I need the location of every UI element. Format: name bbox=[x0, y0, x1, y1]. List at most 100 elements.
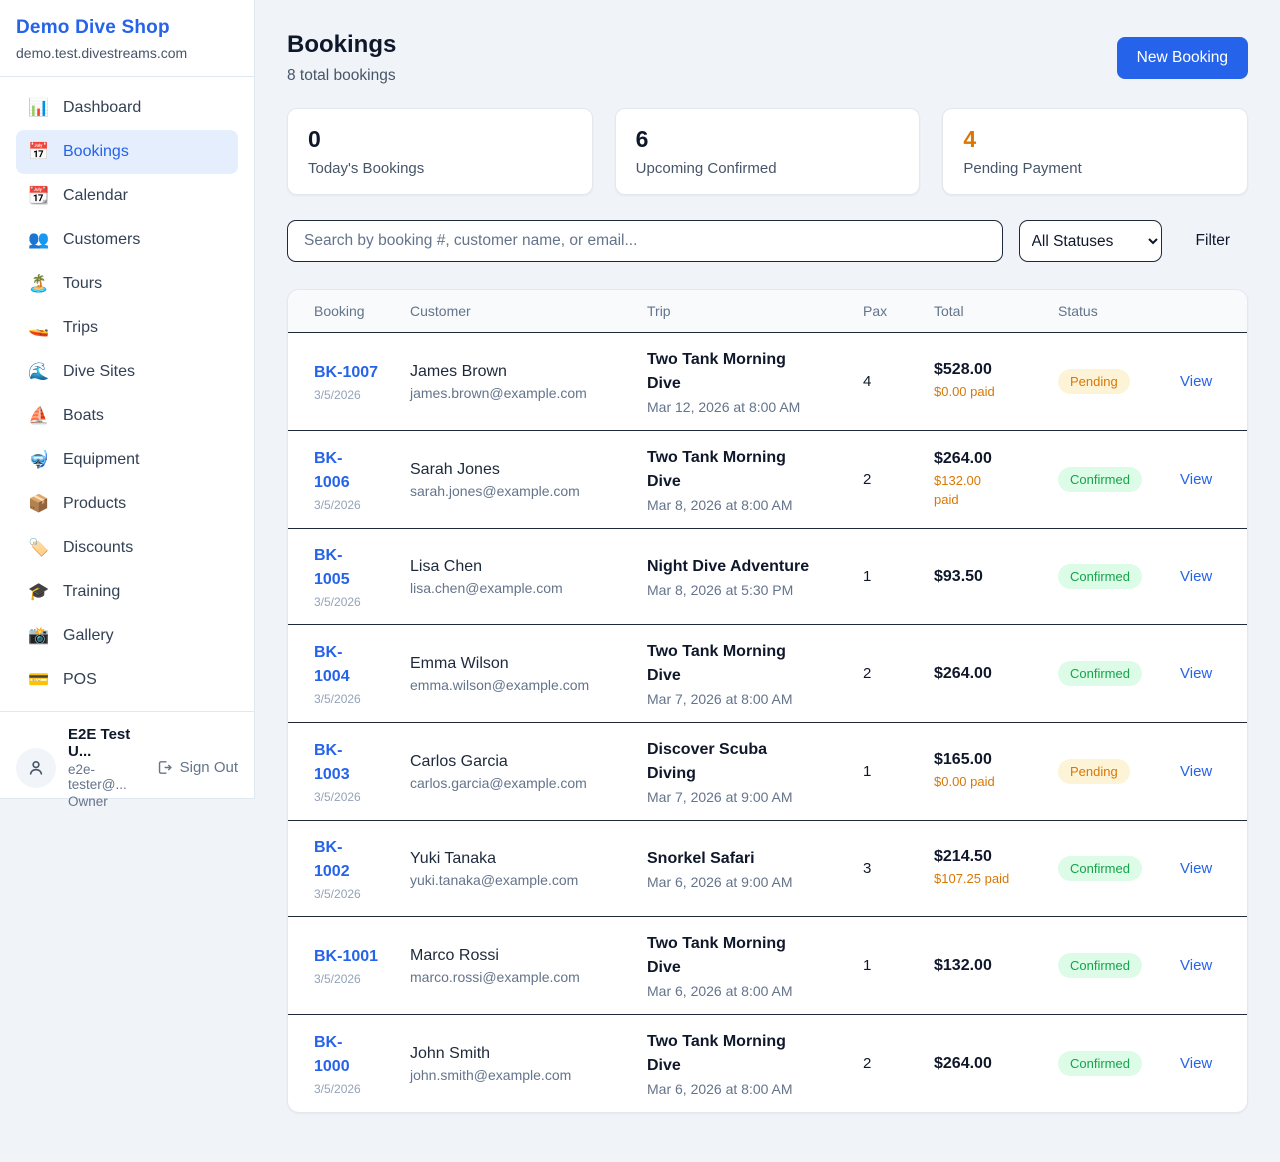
trip-name: Discover Scuba Diving bbox=[647, 741, 768, 782]
customer-email: john.smith@example.com bbox=[410, 1066, 572, 1083]
view-link[interactable]: View bbox=[1180, 859, 1213, 877]
customer-name: Sarah Jones bbox=[410, 460, 500, 478]
sidebar-item-dashboard[interactable]: 📊 Dashboard bbox=[16, 86, 238, 130]
table-row: BK- 1000 3/5/2026 John Smith john.smith@… bbox=[288, 1014, 1247, 1112]
view-link[interactable]: View bbox=[1180, 470, 1213, 488]
trip-name: Two Tank Morning Dive bbox=[647, 935, 786, 976]
bookings-table: Booking Customer Trip Pax Total Status B… bbox=[288, 290, 1247, 1112]
sidebar-item-label: Bookings bbox=[63, 143, 129, 160]
person-icon bbox=[29, 760, 43, 775]
graduation-cap-icon: 🎓 bbox=[28, 582, 50, 601]
trip-name: Snorkel Safari bbox=[647, 850, 755, 867]
trip-name: Two Tank Morning Dive bbox=[647, 1033, 786, 1074]
stat-upcoming-confirmed: 6 Upcoming Confirmed bbox=[614, 108, 921, 195]
booking-number-link[interactable]: BK- 1006 bbox=[314, 450, 350, 491]
sidebar-item-discounts[interactable]: 🏷️ Discounts bbox=[16, 526, 238, 570]
booking-number-link[interactable]: BK-1007 bbox=[314, 364, 379, 381]
booking-number-link[interactable]: BK-1001 bbox=[314, 948, 379, 965]
people-icon: 👥 bbox=[28, 230, 50, 249]
col-total: Total bbox=[922, 290, 1046, 333]
trip-datetime: Mar 12, 2026 at 8:00 AM bbox=[647, 399, 801, 415]
table-row: BK- 1004 3/5/2026 Emma Wilson emma.wilso… bbox=[288, 624, 1247, 723]
booking-created-date: 3/5/2026 bbox=[314, 887, 361, 901]
pax-count: 1 bbox=[863, 567, 872, 585]
credit-card-icon: 💳 bbox=[28, 670, 50, 689]
table-row: BK-1007 3/5/2026 James Brown james.brown… bbox=[288, 333, 1247, 431]
sidebar-item-label: Calendar bbox=[63, 187, 128, 204]
wave-icon: 🌊 bbox=[28, 362, 50, 381]
view-link[interactable]: View bbox=[1180, 372, 1213, 390]
package-icon: 📦 bbox=[28, 494, 50, 513]
paid-amount: $107.25 paid bbox=[934, 871, 1010, 887]
pax-count: 4 bbox=[863, 372, 872, 390]
customer-email: yuki.tanaka@example.com bbox=[410, 871, 579, 888]
booking-number-link[interactable]: BK- 1002 bbox=[314, 839, 350, 880]
speedboat-icon: 🚤 bbox=[28, 318, 50, 337]
shop-name: Demo Dive Shop bbox=[16, 17, 170, 38]
user-box: E2E Test U... e2e-tester@... Owner Sign … bbox=[0, 711, 254, 823]
customer-email: marco.rossi@example.com bbox=[410, 968, 580, 985]
sign-out-button[interactable]: Sign Out bbox=[156, 759, 238, 776]
bookings-table-body: BK-1007 3/5/2026 James Brown james.brown… bbox=[288, 333, 1247, 1112]
pax-count: 3 bbox=[863, 859, 872, 877]
new-booking-button[interactable]: New Booking bbox=[1116, 37, 1248, 79]
booking-created-date: 3/5/2026 bbox=[314, 498, 361, 512]
island-icon: 🏝️ bbox=[28, 274, 50, 293]
bar-chart-icon: 📊 bbox=[28, 98, 50, 117]
sidebar-item-customers[interactable]: 👥 Customers bbox=[16, 218, 238, 262]
booking-number-link[interactable]: BK- 1005 bbox=[314, 547, 350, 588]
search-input[interactable] bbox=[287, 220, 1003, 262]
sidebar-item-trips[interactable]: 🚤 Trips bbox=[16, 306, 238, 350]
sidebar-item-tours[interactable]: 🏝️ Tours bbox=[16, 262, 238, 306]
paid-amount: $0.00 paid bbox=[934, 774, 995, 790]
filter-row: All Statuses Filter bbox=[287, 220, 1248, 262]
trip-datetime: Mar 7, 2026 at 8:00 AM bbox=[647, 691, 793, 707]
view-link[interactable]: View bbox=[1180, 762, 1213, 780]
booking-number-link[interactable]: BK- 1000 bbox=[314, 1034, 350, 1075]
booking-number-link[interactable]: BK- 1004 bbox=[314, 644, 350, 685]
total-amount: $264.00 bbox=[934, 664, 992, 682]
status-badge: Confirmed bbox=[1058, 661, 1142, 686]
sidebar-item-bookings[interactable]: 📅 Bookings bbox=[16, 130, 238, 174]
sidebar-item-boats[interactable]: ⛵ Boats bbox=[16, 394, 238, 438]
status-select[interactable]: All Statuses bbox=[1018, 220, 1162, 262]
shop-domain: demo.test.divestreams.com bbox=[16, 45, 188, 61]
sidebar-item-label: Equipment bbox=[63, 451, 140, 468]
user-meta: E2E Test U... e2e-tester@... Owner bbox=[68, 726, 144, 809]
sidebar: Demo Dive Shop demo.test.divestreams.com… bbox=[0, 0, 255, 809]
sidebar-nav: 📊 Dashboard 📅 Bookings 📆 Calendar 👥 Cust… bbox=[0, 77, 254, 711]
sidebar-item-gallery[interactable]: 📸 Gallery bbox=[16, 614, 238, 658]
paid-amount: $0.00 paid bbox=[934, 384, 995, 400]
view-link[interactable]: View bbox=[1180, 567, 1213, 585]
stat-cards: 0 Today's Bookings 6 Upcoming Confirmed … bbox=[287, 108, 1249, 195]
view-link[interactable]: View bbox=[1180, 956, 1213, 974]
sidebar-item-pos[interactable]: 💳 POS bbox=[16, 658, 238, 702]
paid-amount: $132.00 paid bbox=[934, 472, 981, 507]
sidebar-item-calendar[interactable]: 📆 Calendar bbox=[16, 174, 238, 218]
sidebar-item-training[interactable]: 🎓 Training bbox=[16, 570, 238, 614]
filter-button[interactable]: Filter bbox=[1178, 232, 1248, 250]
sidebar-item-label: Tours bbox=[63, 275, 103, 292]
booking-number-link[interactable]: BK- 1003 bbox=[314, 742, 350, 783]
diving-mask-icon: 🤿 bbox=[28, 450, 50, 469]
sidebar-item-label: Products bbox=[63, 495, 127, 512]
sidebar-item-label: Training bbox=[63, 583, 121, 600]
sidebar-item-equipment[interactable]: 🤿 Equipment bbox=[16, 438, 238, 482]
sidebar-item-dive-sites[interactable]: 🌊 Dive Sites bbox=[16, 350, 238, 394]
status-badge: Confirmed bbox=[1058, 953, 1142, 978]
user-role: Owner bbox=[68, 794, 108, 809]
view-link[interactable]: View bbox=[1180, 664, 1213, 682]
trip-datetime: Mar 7, 2026 at 9:00 AM bbox=[647, 789, 793, 805]
table-row: BK-1001 3/5/2026 Marco Rossi marco.rossi… bbox=[288, 916, 1247, 1015]
avatar bbox=[16, 747, 56, 788]
sidebar-item-products[interactable]: 📦 Products bbox=[16, 482, 238, 526]
table-row: BK- 1003 3/5/2026 Carlos Garcia carlos.g… bbox=[288, 722, 1247, 821]
booking-created-date: 3/5/2026 bbox=[314, 595, 361, 609]
page-header: Bookings 8 total bookings New Booking bbox=[287, 31, 1248, 85]
customer-name: Marco Rossi bbox=[410, 946, 499, 964]
total-amount: $528.00 bbox=[934, 361, 992, 379]
table-header: Booking Customer Trip Pax Total Status bbox=[288, 290, 1247, 333]
trip-name: Night Dive Adventure bbox=[647, 558, 810, 575]
col-status: Status bbox=[1046, 290, 1168, 333]
view-link[interactable]: View bbox=[1180, 1054, 1213, 1072]
